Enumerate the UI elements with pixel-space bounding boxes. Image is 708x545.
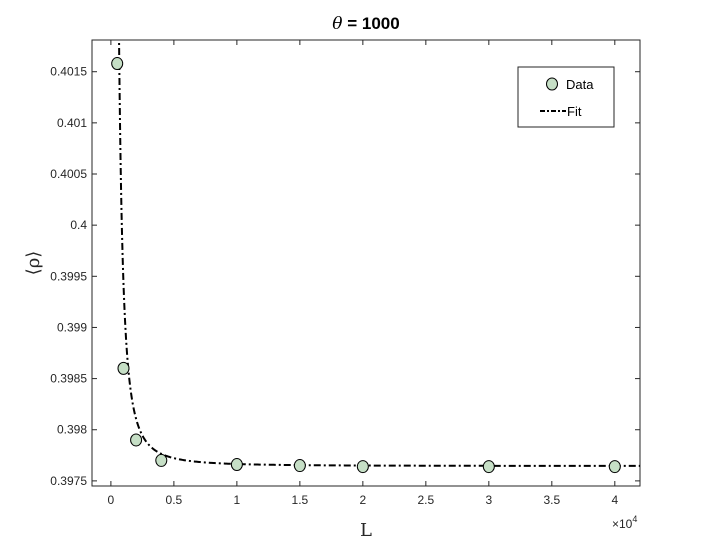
data-point <box>155 453 168 467</box>
data-point <box>482 460 495 474</box>
x-tick-label: 3 <box>485 493 492 507</box>
x-ticks: 0 0.5 1 1.5 2 2.5 3 3.5 4 <box>108 40 618 507</box>
x-tick-label: 1 <box>234 493 241 507</box>
y-tick-label: 0.401 <box>57 116 87 130</box>
x-tick-label: 0 <box>108 493 115 507</box>
x-tick-label: 0.5 <box>166 493 183 507</box>
x-tick-label: 4 <box>611 493 618 507</box>
y-ticks: 0.3975 0.398 0.3985 0.399 0.3995 0.4 0.4005 0.4… <box>50 65 640 488</box>
data-point <box>230 458 243 472</box>
x-multiplier-exponent: 4 <box>632 514 637 524</box>
data-point <box>117 361 130 375</box>
y-tick-label: 0.4015 <box>50 65 87 79</box>
legend-label-fit: Fit <box>567 104 582 119</box>
x-multiplier-base: ×10 <box>612 517 633 531</box>
y-axis-label: ⟨ρ⟩ <box>23 251 44 276</box>
data-markers <box>111 57 621 474</box>
x-axis-multiplier: ×104 <box>612 514 637 531</box>
legend-label-data: Data <box>566 77 594 92</box>
legend-data-marker <box>546 77 558 91</box>
data-point <box>293 459 306 473</box>
y-tick-label: 0.398 <box>57 423 87 437</box>
y-tick-label: 0.3975 <box>50 474 87 488</box>
data-point <box>111 57 124 71</box>
x-tick-label: 2.5 <box>417 493 434 507</box>
title-symbol: θ <box>332 14 342 34</box>
data-point <box>356 460 369 474</box>
legend-box <box>517 66 615 128</box>
x-tick-label: 1.5 <box>292 493 309 507</box>
chart-title: θ = 1000 <box>332 14 399 34</box>
y-tick-label: 0.399 <box>57 320 87 334</box>
data-point <box>130 433 143 447</box>
legend: Data Fit <box>517 66 615 128</box>
x-tick-label: 2 <box>360 493 367 507</box>
data-point <box>608 460 621 474</box>
x-tick-label: 3.5 <box>543 493 560 507</box>
x-axis-label: L <box>360 520 372 541</box>
title-rest: = 1000 <box>343 14 400 33</box>
y-tick-label: 0.3995 <box>50 269 87 283</box>
y-tick-label: 0.4005 <box>50 167 87 181</box>
y-tick-label: 0.4 <box>70 218 87 232</box>
y-tick-label: 0.3985 <box>50 372 87 386</box>
